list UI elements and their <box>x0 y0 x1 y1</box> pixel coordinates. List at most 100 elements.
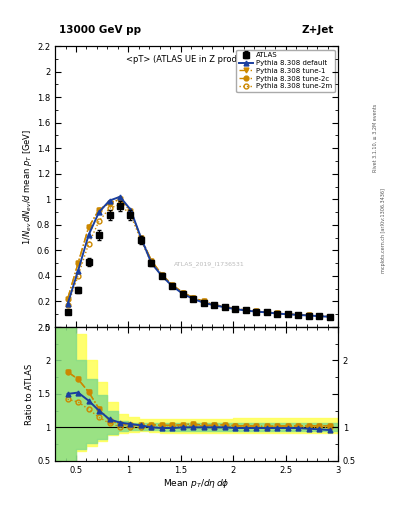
Pythia 8.308 tune-2c <box>306 312 311 318</box>
Pythia 8.308 default <box>180 291 185 297</box>
Pythia 8.308 default <box>317 313 321 319</box>
Y-axis label: Ratio to ATLAS: Ratio to ATLAS <box>25 364 34 424</box>
Pythia 8.308 tune-1 <box>275 310 279 316</box>
Y-axis label: $1/N_{ev}\,dN_{ev}/d$ mean $p_T$ [GeV]: $1/N_{ev}\,dN_{ev}/d$ mean $p_T$ [GeV] <box>21 129 34 245</box>
Text: Rivet 3.1.10, ≥ 3.2M events: Rivet 3.1.10, ≥ 3.2M events <box>373 104 378 173</box>
Pythia 8.308 tune-1 <box>191 294 196 301</box>
Legend: ATLAS, Pythia 8.308 default, Pythia 8.308 tune-1, Pythia 8.308 tune-2c, Pythia 8: ATLAS, Pythia 8.308 default, Pythia 8.30… <box>236 50 334 92</box>
Pythia 8.308 tune-1 <box>264 309 269 315</box>
Pythia 8.308 default <box>327 314 332 320</box>
Pythia 8.308 tune-1 <box>107 200 112 206</box>
Pythia 8.308 default <box>160 273 164 279</box>
Pythia 8.308 tune-2c <box>76 260 81 266</box>
Pythia 8.308 tune-1 <box>97 206 101 212</box>
Pythia 8.308 tune-2c <box>317 313 321 319</box>
Pythia 8.308 tune-2c <box>65 296 70 302</box>
Pythia 8.308 tune-2m <box>86 241 91 247</box>
Pythia 8.308 default <box>149 260 154 266</box>
Pythia 8.308 tune-1 <box>254 308 259 314</box>
Pythia 8.308 default <box>275 311 279 317</box>
Pythia 8.308 default <box>191 296 196 302</box>
Pythia 8.308 tune-2m <box>149 260 154 266</box>
Pythia 8.308 tune-1 <box>306 312 311 318</box>
Pythia 8.308 tune-1 <box>86 224 91 230</box>
Pythia 8.308 default <box>65 301 70 307</box>
Pythia 8.308 tune-2m <box>254 309 259 315</box>
Pythia 8.308 default <box>86 232 91 238</box>
Pythia 8.308 tune-2c <box>275 310 279 316</box>
Pythia 8.308 tune-2c <box>160 271 164 278</box>
Pythia 8.308 tune-1 <box>65 296 70 302</box>
Line: Pythia 8.308 tune-1: Pythia 8.308 tune-1 <box>65 197 332 319</box>
Pythia 8.308 default <box>296 312 301 318</box>
Pythia 8.308 tune-1 <box>76 260 81 266</box>
Pythia 8.308 tune-2m <box>202 299 206 305</box>
Text: Z+Jet: Z+Jet <box>302 25 334 35</box>
Pythia 8.308 tune-1 <box>222 304 227 310</box>
Pythia 8.308 tune-2m <box>264 309 269 315</box>
Pythia 8.308 default <box>97 209 101 215</box>
Pythia 8.308 tune-2c <box>285 311 290 317</box>
Pythia 8.308 tune-2c <box>191 294 196 301</box>
Pythia 8.308 tune-2m <box>317 313 321 319</box>
Pythia 8.308 tune-2m <box>107 205 112 211</box>
Pythia 8.308 tune-2c <box>264 309 269 315</box>
Pythia 8.308 tune-1 <box>118 196 122 202</box>
Pythia 8.308 tune-1 <box>149 258 154 264</box>
Pythia 8.308 default <box>222 304 227 310</box>
Pythia 8.308 tune-2m <box>275 311 279 317</box>
Text: <pT> (ATLAS UE in Z production): <pT> (ATLAS UE in Z production) <box>127 54 266 63</box>
Pythia 8.308 tune-1 <box>233 306 238 312</box>
Pythia 8.308 tune-2c <box>243 307 248 313</box>
Pythia 8.308 default <box>285 311 290 317</box>
Pythia 8.308 tune-2m <box>222 304 227 310</box>
Text: mcplots.cern.ch [arXiv:1306.3436]: mcplots.cern.ch [arXiv:1306.3436] <box>381 188 386 273</box>
Line: Pythia 8.308 default: Pythia 8.308 default <box>65 195 332 319</box>
Pythia 8.308 tune-2m <box>243 307 248 313</box>
Pythia 8.308 tune-2m <box>212 302 217 308</box>
Pythia 8.308 default <box>107 198 112 204</box>
Pythia 8.308 default <box>243 307 248 313</box>
Pythia 8.308 tune-2m <box>285 311 290 317</box>
Pythia 8.308 tune-2m <box>76 273 81 279</box>
Text: 13000 GeV pp: 13000 GeV pp <box>59 25 141 35</box>
Pythia 8.308 tune-2c <box>222 304 227 310</box>
Pythia 8.308 default <box>254 309 259 315</box>
Pythia 8.308 tune-2m <box>327 314 332 320</box>
Pythia 8.308 tune-2m <box>65 302 70 308</box>
Pythia 8.308 default <box>76 268 81 274</box>
Pythia 8.308 tune-1 <box>212 302 217 308</box>
Pythia 8.308 tune-2c <box>254 308 259 314</box>
Pythia 8.308 tune-2c <box>128 208 133 214</box>
Pythia 8.308 default <box>139 234 143 241</box>
Pythia 8.308 tune-1 <box>296 312 301 318</box>
Pythia 8.308 tune-2m <box>233 306 238 312</box>
Pythia 8.308 tune-2c <box>212 302 217 308</box>
Text: ATLAS_2019_I1736531: ATLAS_2019_I1736531 <box>174 261 244 267</box>
Pythia 8.308 tune-1 <box>180 289 185 295</box>
Pythia 8.308 tune-2m <box>118 201 122 207</box>
Pythia 8.308 tune-1 <box>317 313 321 319</box>
Pythia 8.308 tune-2c <box>107 200 112 206</box>
Pythia 8.308 tune-2c <box>149 258 154 264</box>
Pythia 8.308 tune-2m <box>296 312 301 318</box>
Pythia 8.308 default <box>118 194 122 200</box>
Pythia 8.308 tune-2m <box>160 273 164 279</box>
Pythia 8.308 tune-1 <box>170 282 175 288</box>
Pythia 8.308 tune-1 <box>128 208 133 214</box>
Pythia 8.308 tune-1 <box>160 271 164 278</box>
Pythia 8.308 default <box>233 306 238 312</box>
Pythia 8.308 tune-2c <box>139 234 143 241</box>
Pythia 8.308 default <box>128 206 133 212</box>
Pythia 8.308 default <box>212 302 217 308</box>
Pythia 8.308 tune-2c <box>97 206 101 212</box>
Line: Pythia 8.308 tune-2c: Pythia 8.308 tune-2c <box>65 197 332 319</box>
Pythia 8.308 tune-2m <box>180 290 185 296</box>
Pythia 8.308 default <box>306 312 311 318</box>
Pythia 8.308 tune-1 <box>285 311 290 317</box>
Pythia 8.308 tune-1 <box>243 307 248 313</box>
Pythia 8.308 tune-2m <box>128 211 133 218</box>
Pythia 8.308 tune-2c <box>233 306 238 312</box>
Pythia 8.308 tune-1 <box>327 313 332 319</box>
Pythia 8.308 tune-2m <box>306 312 311 318</box>
